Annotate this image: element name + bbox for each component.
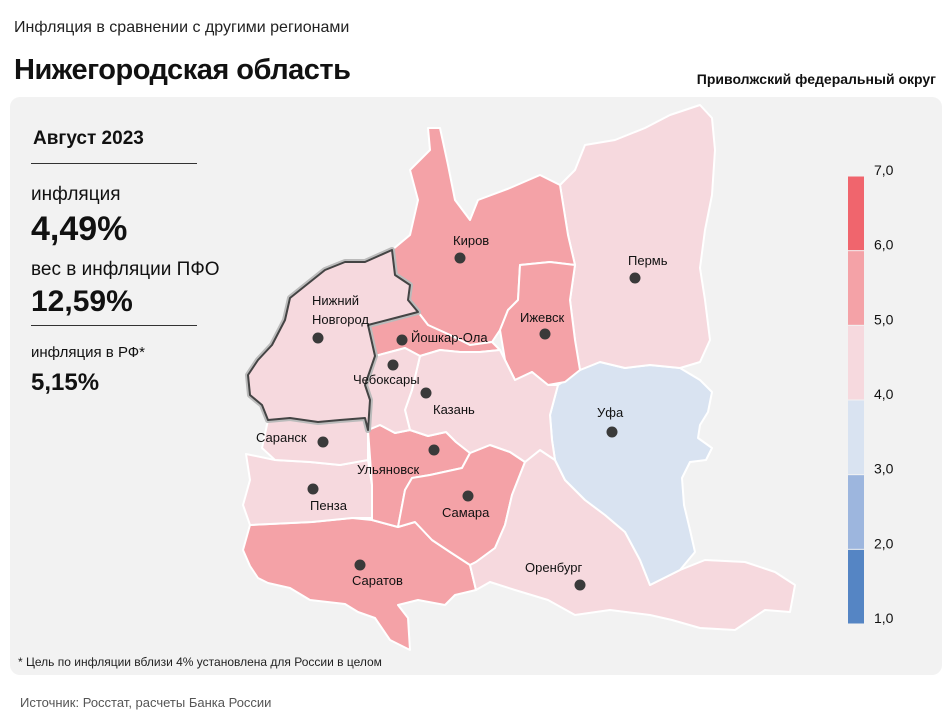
period-label: Август 2023 <box>33 128 144 149</box>
inflation-label: инфляция <box>31 184 121 205</box>
legend-tick-label: 6,0 <box>874 237 894 253</box>
district-name: Приволжский федеральный округ <box>696 71 936 87</box>
footnote: * Цель по инфляции вблизи 4% установлена… <box>18 655 382 669</box>
city-marker <box>354 559 366 571</box>
legend-swatch <box>848 176 864 251</box>
city-marker <box>454 252 466 264</box>
page-title: Нижегородская область <box>14 54 351 86</box>
city-marker <box>629 272 641 284</box>
city-marker <box>462 490 474 502</box>
legend-tick-label: 2,0 <box>874 535 894 551</box>
city-marker <box>420 387 432 399</box>
city-label: Киров <box>453 233 489 248</box>
rf-inflation-label: инфляция в РФ* <box>31 344 146 361</box>
city-label: Уфа <box>597 405 624 420</box>
legend-tick-label: 3,0 <box>874 461 894 477</box>
city-marker <box>606 426 618 438</box>
city-label: Пермь <box>628 253 668 268</box>
city-marker <box>428 444 440 456</box>
city-label: Пенза <box>310 498 348 513</box>
city-label: Нижний <box>312 293 359 308</box>
inflation-value: 4,49% <box>31 210 128 248</box>
region-perm[interactable] <box>559 104 716 371</box>
legend-tick-label: 1,0 <box>874 610 894 626</box>
city-marker <box>387 359 399 371</box>
legend-tick-label: 4,0 <box>874 386 894 402</box>
city-label: Оренбург <box>525 560 582 575</box>
rf-inflation-value: 5,15% <box>31 369 100 396</box>
divider <box>31 163 197 164</box>
city-label: Чебоксары <box>353 372 420 387</box>
info-block: Август 2023 инфляция 4,49% вес в инфляци… <box>31 128 220 397</box>
legend-swatch <box>848 549 864 624</box>
city-marker <box>539 328 551 340</box>
city-label: Новгород <box>312 312 369 327</box>
source-note: Источник: Росстат, расчеты Банка России <box>20 695 272 710</box>
legend-swatch <box>848 325 864 400</box>
legend-swatch <box>848 475 864 549</box>
city-label: Йошкар-Ола <box>411 330 488 345</box>
region-penza[interactable] <box>242 453 373 526</box>
city-label: Самара <box>442 505 490 520</box>
city-marker <box>312 332 324 344</box>
legend-tick-label: 7,0 <box>874 162 894 178</box>
city-label: Саратов <box>352 573 403 588</box>
city-label: Казань <box>433 402 475 417</box>
legend-swatch <box>848 251 864 325</box>
region-nizhny-novgorod[interactable] <box>247 249 419 431</box>
color-legend: 1,0 2,0 3,0 4,0 5,0 6,0 7,0 <box>848 162 894 626</box>
supertitle: Инфляция в сравнении с другими регионами <box>14 19 350 36</box>
city-marker <box>574 579 586 591</box>
region-kazan[interactable] <box>404 349 559 463</box>
divider <box>31 325 197 326</box>
city-label: Саранск <box>256 430 307 445</box>
city-label: Ижевск <box>520 310 565 325</box>
legend-tick-label: 5,0 <box>874 311 894 327</box>
weight-label: вес в инфляции ПФО <box>31 259 220 280</box>
legend-swatch <box>848 400 864 475</box>
city-marker <box>317 436 329 448</box>
city-label: Ульяновск <box>357 462 419 477</box>
city-marker <box>307 483 319 495</box>
city-marker <box>396 334 408 346</box>
weight-value: 12,59% <box>31 285 133 318</box>
